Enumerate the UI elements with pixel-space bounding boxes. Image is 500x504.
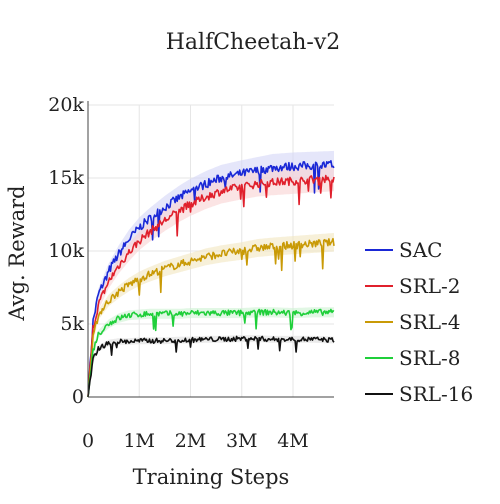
series-line-srl-4 — [87, 237, 335, 398]
legend-label: SRL-8 — [399, 346, 461, 370]
series-line-srl-16 — [87, 335, 335, 398]
x-tick-label: 0 — [82, 430, 94, 452]
legend-label: SAC — [399, 238, 442, 262]
x-tick-label: 3M — [226, 430, 258, 452]
y-tick-label: 10k — [48, 240, 84, 262]
axes: 0 5k 10k 15k 20k 0 1M 2M 3M 4M — [48, 94, 334, 452]
y-tick-label: 15k — [48, 167, 84, 189]
y-tick-label: 0 — [72, 386, 84, 408]
y-tick-label: 20k — [48, 94, 84, 116]
x-axis-label: Training Steps — [133, 465, 290, 489]
legend-label: SRL-4 — [399, 310, 461, 334]
confidence-bands — [88, 150, 334, 397]
series-line-srl-8 — [87, 308, 335, 398]
x-tick-label: 2M — [175, 430, 207, 452]
y-tick-label: 5k — [60, 313, 84, 335]
legend-label: SRL-2 — [399, 274, 461, 298]
series-line-srl-2 — [87, 174, 335, 398]
series-line-sac — [87, 160, 335, 398]
legend: SAC SRL-2 SRL-4 SRL-8 SRL-16 — [365, 238, 473, 406]
band-sac — [88, 150, 334, 397]
x-tick-label: 4M — [277, 430, 309, 452]
band-srl-8 — [88, 307, 334, 397]
chart-title: HalfCheetah-v2 — [166, 30, 341, 55]
legend-label: SRL-16 — [399, 382, 473, 406]
y-axis-label: Avg. Reward — [5, 185, 29, 321]
band-srl-2 — [88, 164, 334, 397]
x-tick-label: 1M — [123, 430, 155, 452]
series-lines — [87, 160, 335, 398]
band-srl-16 — [88, 335, 334, 397]
